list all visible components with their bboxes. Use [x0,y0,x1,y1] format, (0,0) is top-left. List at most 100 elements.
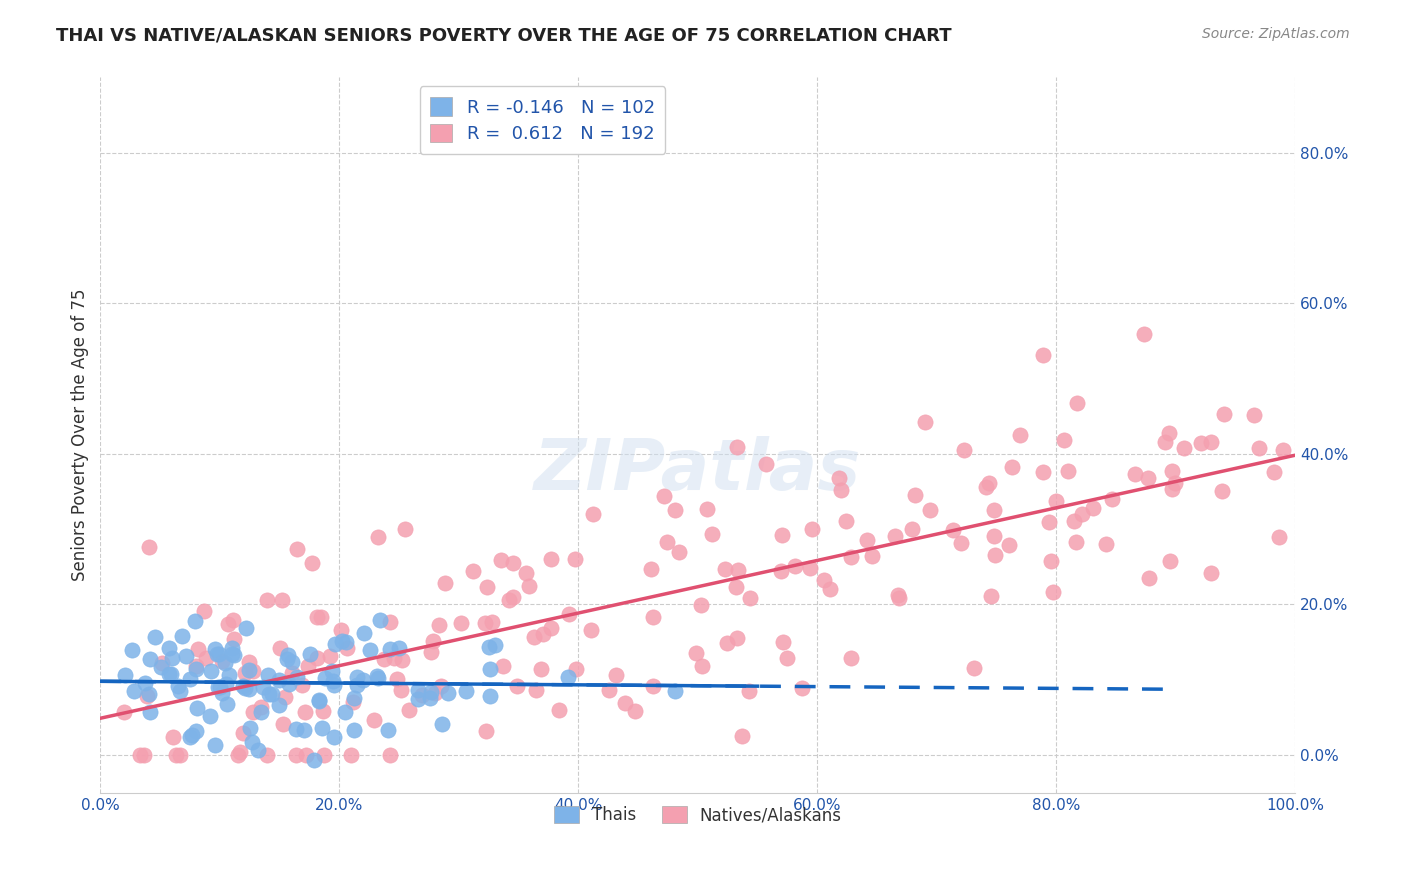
Point [790,681,813,695]
Point [323,730,346,744]
Point [377,723,399,737]
Point [454,684,477,698]
Point [839,651,862,665]
Point [491,659,513,673]
Point [1199,434,1222,449]
Point [342,696,364,710]
Point [474,615,496,630]
Point [238,655,260,669]
Point [169,747,191,762]
Point [502,557,524,571]
Point [252,680,274,694]
Point [918,502,941,516]
Point [174,648,197,663]
Point [813,573,835,587]
Point [165,747,187,762]
Point [330,623,353,637]
Point [270,593,292,607]
Point [1173,442,1195,456]
Point [1064,534,1087,549]
Point [515,566,537,581]
Point [285,723,308,737]
Point [138,541,160,555]
Point [887,588,910,602]
Point [233,665,256,680]
Point [281,666,304,681]
Point [548,703,571,717]
Point [963,660,986,674]
Point [323,637,346,651]
Point [259,687,281,701]
Point [162,651,184,665]
Point [359,643,381,657]
Point [343,723,366,737]
Point [363,713,385,727]
Point [368,613,391,627]
Point [249,705,271,719]
Point [346,678,368,692]
Point [242,665,264,679]
Point [352,673,374,687]
Point [980,589,1002,603]
Point [430,679,453,693]
Point [530,663,553,677]
Point [367,671,389,685]
Point [366,669,388,683]
Point [221,613,243,627]
Point [136,689,159,703]
Point [224,632,246,646]
Point [211,686,233,700]
Point [378,747,401,762]
Point [696,501,718,516]
Point [298,648,321,662]
Point [387,672,409,686]
Point [408,682,430,697]
Point [304,753,326,767]
Point [184,662,207,676]
Point [260,687,283,701]
Point [308,692,330,706]
Point [309,610,332,624]
Point [391,653,413,667]
Point [378,615,401,630]
Point [1212,407,1234,421]
Point [277,648,299,662]
Point [419,691,441,706]
Point [998,538,1021,552]
Point [232,679,254,693]
Point [557,670,579,684]
Point [195,651,218,665]
Point [1164,476,1187,491]
Point [564,552,586,566]
Point [437,686,460,700]
Point [901,522,924,536]
Point [801,522,824,536]
Point [312,747,335,762]
Point [238,663,260,677]
Point [479,662,502,676]
Point [269,640,291,655]
Point [411,688,433,702]
Point [295,747,318,762]
Point [184,723,207,738]
Point [323,678,346,692]
Point [166,679,188,693]
Y-axis label: Seniors Poverty Over the Age of 75: Seniors Poverty Over the Age of 75 [72,289,89,582]
Point [388,641,411,656]
Point [1159,554,1181,568]
Point [558,607,581,622]
Point [208,680,231,694]
Point [839,550,862,565]
Point [624,704,647,718]
Point [1211,484,1233,499]
Point [187,641,209,656]
Point [540,551,562,566]
Point [776,650,799,665]
Text: Source: ZipAtlas.com: Source: ZipAtlas.com [1202,27,1350,41]
Point [215,677,238,691]
Point [150,657,173,671]
Point [531,626,554,640]
Point [250,700,273,714]
Point [343,691,366,706]
Point [204,641,226,656]
